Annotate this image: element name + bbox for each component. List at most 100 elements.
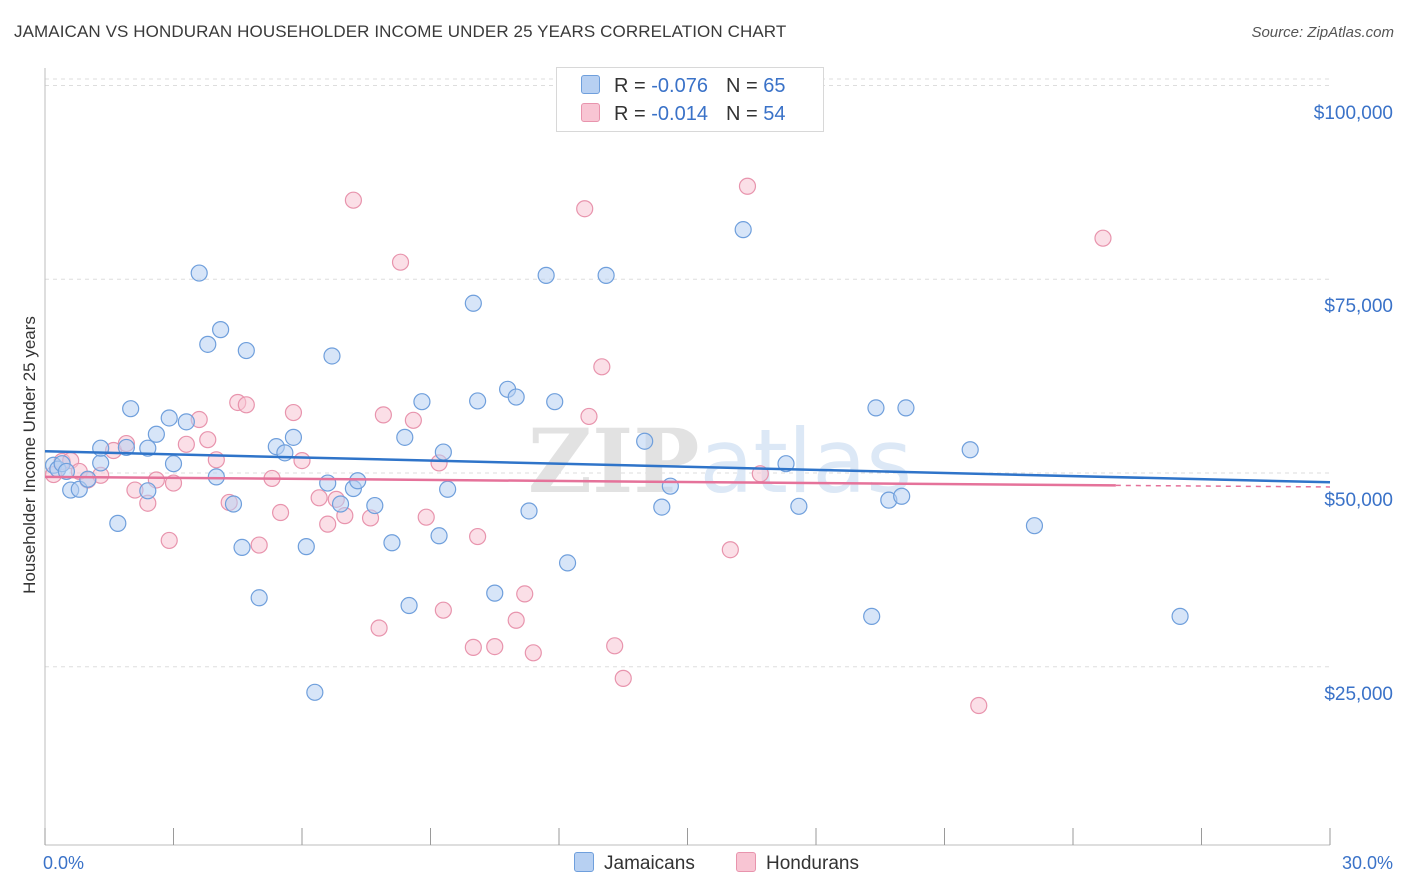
data-point <box>721 541 739 559</box>
y-tick-label: $50,000 <box>1324 490 1393 511</box>
data-point <box>306 683 324 701</box>
data-point <box>177 435 195 453</box>
data-point <box>469 392 487 410</box>
data-point <box>310 489 328 507</box>
data-point <box>863 607 881 625</box>
legend-label: Jamaicans <box>604 853 695 874</box>
data-point <box>464 294 482 312</box>
data-point <box>546 393 564 411</box>
trend-lines <box>44 450 1331 488</box>
chart-title: JAMAICAN VS HONDURAN HOUSEHOLDER INCOME … <box>14 22 787 41</box>
n-label: N = <box>725 75 764 97</box>
data-point <box>970 696 988 715</box>
data-point <box>319 474 337 492</box>
data-point <box>790 497 808 515</box>
data-point <box>961 441 979 459</box>
data-point <box>653 498 671 516</box>
data-point <box>1025 517 1044 535</box>
y-tick-label: $75,000 <box>1324 296 1393 318</box>
watermark-atlas: atlas <box>699 410 912 513</box>
data-point <box>250 589 268 607</box>
data-point <box>738 177 757 195</box>
n-label: N = <box>725 103 764 125</box>
data-point <box>349 472 367 490</box>
data-point <box>122 400 140 418</box>
legend-row-jamaicans: R = -0.076 N = 65 <box>581 75 785 97</box>
hondurans-trend-line <box>44 475 1116 487</box>
n-value: 65 <box>763 75 786 97</box>
data-point <box>486 584 504 602</box>
data-point <box>1094 229 1112 247</box>
r-label: R = <box>614 103 652 125</box>
data-point <box>383 534 401 552</box>
jamaicans-swatch <box>574 852 594 872</box>
y-tick-label: $100,000 <box>1313 102 1393 124</box>
data-point <box>237 396 255 414</box>
data-point <box>507 388 525 406</box>
data-point <box>250 536 268 554</box>
data-point <box>164 455 183 473</box>
r-value: -0.014 <box>651 103 708 125</box>
data-point <box>606 637 624 655</box>
legend-item-hondurans[interactable]: Hondurans <box>736 852 859 875</box>
data-point <box>207 468 225 486</box>
data-point <box>366 496 384 515</box>
data-point <box>293 452 311 470</box>
x-tick-label-max: 30.0% <box>1341 853 1393 873</box>
hondurans-swatch <box>736 852 756 872</box>
data-point <box>160 531 178 550</box>
data-point <box>400 596 418 615</box>
data-point <box>537 266 555 284</box>
data-point <box>1171 607 1189 625</box>
data-point <box>237 341 255 360</box>
hondurans-trend-extension <box>1115 484 1331 488</box>
data-point <box>139 482 157 500</box>
data-point <box>777 455 795 473</box>
data-point <box>404 411 422 429</box>
data-point <box>374 406 392 424</box>
legend-row-hondurans: R = -0.014 N = 54 <box>581 103 785 125</box>
data-point <box>139 439 157 457</box>
data-point <box>867 399 885 417</box>
data-point <box>396 428 414 446</box>
r-value: -0.076 <box>651 75 708 97</box>
data-point <box>57 462 76 481</box>
data-point <box>516 585 534 603</box>
chart-source: Source: ZipAtlas.com <box>1251 24 1394 41</box>
data-point <box>177 413 195 431</box>
data-point <box>430 527 448 545</box>
gridlines <box>45 78 1330 668</box>
data-point <box>284 403 303 422</box>
data-point <box>507 611 525 629</box>
data-point <box>370 619 388 637</box>
data-point <box>434 443 452 461</box>
data-point <box>636 432 654 450</box>
data-point <box>734 221 752 239</box>
data-point <box>893 487 911 505</box>
data-point <box>576 200 594 218</box>
data-point <box>558 554 577 572</box>
data-point <box>597 266 615 284</box>
data-point <box>524 644 542 662</box>
data-point <box>297 538 315 556</box>
data-point <box>319 515 337 533</box>
axes <box>44 68 1331 846</box>
data-point <box>212 321 230 339</box>
legend-item-jamaicans[interactable]: Jamaicans <box>574 852 695 875</box>
data-point <box>520 502 538 520</box>
watermark: ZIPatlas <box>528 409 912 513</box>
data-point <box>897 399 915 417</box>
data-point <box>614 669 632 687</box>
data-point <box>331 495 350 513</box>
data-point <box>580 407 598 426</box>
data-point <box>486 637 504 656</box>
jamaicans-swatch <box>581 75 600 94</box>
data-point <box>92 454 110 472</box>
data-point <box>323 347 341 365</box>
data-point <box>469 527 487 546</box>
x-tick-label-min: 0.0% <box>43 853 85 873</box>
data-point <box>190 264 208 282</box>
r-label: R = <box>614 75 652 97</box>
jamaicans-points <box>44 221 1189 701</box>
